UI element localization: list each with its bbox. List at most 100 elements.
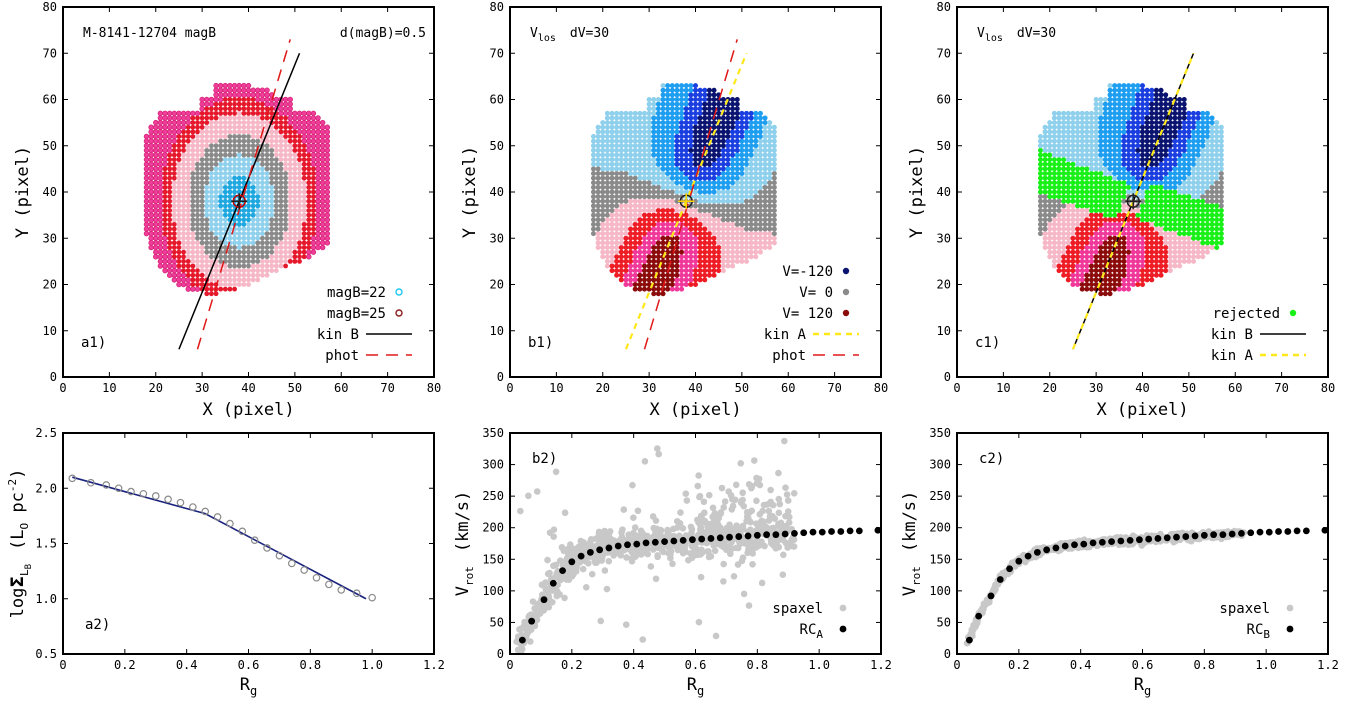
- spaxel: [153, 119, 159, 126]
- spaxel: [609, 221, 615, 227]
- spaxel: [1214, 166, 1220, 172]
- spaxel: [1126, 272, 1132, 278]
- spaxel: [1172, 231, 1178, 237]
- spaxel: [628, 282, 634, 287]
- spaxel: [641, 134, 647, 139]
- spaxel: [1107, 240, 1113, 246]
- spaxel: [1084, 217, 1090, 223]
- spaxel: [1209, 221, 1215, 227]
- spaxel: [683, 106, 689, 112]
- spaxel: [209, 189, 214, 195]
- spaxel: [246, 254, 251, 260]
- spaxel: [706, 208, 712, 213]
- spaxel: [697, 217, 703, 223]
- spaxel: [199, 106, 205, 112]
- spaxel: [1218, 134, 1224, 139]
- spaxel: [693, 203, 698, 209]
- spaxel: [1153, 87, 1159, 93]
- spaxel: [213, 231, 219, 237]
- spaxel: [311, 171, 316, 176]
- spaxel: [232, 263, 237, 269]
- spaxel: [1116, 138, 1122, 144]
- y-tick-label: 60: [490, 93, 504, 107]
- spaxel: [297, 254, 302, 260]
- spaxel: [1084, 175, 1090, 181]
- spaxel: [590, 157, 596, 163]
- spaxel: [301, 221, 307, 227]
- spaxel: [176, 258, 182, 264]
- spaxel: [1135, 249, 1141, 255]
- spaxel: [1088, 180, 1094, 186]
- y-tick-label: 0: [497, 647, 504, 661]
- spaxel: [227, 189, 233, 195]
- spaxel: [1102, 189, 1108, 195]
- spaxel: [1172, 124, 1178, 130]
- spaxel: [292, 208, 298, 213]
- spaxel: [1116, 268, 1122, 274]
- spaxel: [1107, 268, 1113, 274]
- spaxel: [245, 87, 252, 93]
- spaxel: [693, 120, 698, 126]
- spaxel: [213, 161, 219, 167]
- spaxel: [688, 106, 694, 112]
- spaxel: [600, 120, 606, 126]
- spaxel: [757, 143, 763, 149]
- spaxel: [623, 254, 629, 260]
- spaxel: [185, 240, 191, 246]
- spaxel: [236, 87, 242, 93]
- spaxel: [600, 175, 606, 181]
- x-tick-label: 1.2: [423, 658, 445, 672]
- spaxel: [683, 175, 689, 181]
- spaxel: [181, 226, 186, 232]
- spaxel: [1121, 282, 1127, 287]
- spaxel: [171, 240, 177, 246]
- spaxel: [181, 184, 186, 190]
- spaxel: [744, 194, 750, 200]
- spaxel: [260, 115, 265, 121]
- spaxel: [1107, 184, 1113, 190]
- spaxel: [1218, 189, 1224, 195]
- spaxel: [688, 87, 694, 93]
- spaxel: [296, 119, 303, 126]
- spaxel: [688, 166, 694, 172]
- spaxel: [1088, 235, 1094, 241]
- spaxel: [609, 175, 615, 181]
- spaxel: [1070, 240, 1076, 246]
- spaxel: [762, 221, 768, 227]
- spaxel: [171, 175, 177, 181]
- spaxel: [236, 189, 242, 195]
- spaxel: [669, 115, 675, 121]
- spaxel: [665, 221, 671, 227]
- spaxel: [632, 147, 638, 153]
- spaxel: [1042, 147, 1048, 153]
- spaxel: [1167, 175, 1173, 181]
- spaxel: [1163, 203, 1169, 209]
- spaxel: [1200, 212, 1206, 218]
- spaxel: [679, 258, 685, 264]
- spaxel: [236, 240, 242, 246]
- spaxel: [1214, 138, 1220, 144]
- spaxel: [734, 180, 740, 186]
- spaxel: [669, 143, 675, 149]
- spaxel: [255, 203, 261, 209]
- legend-label: V= 0: [799, 285, 833, 301]
- spaxel: [702, 231, 708, 237]
- legend-label: V= 120: [782, 306, 833, 322]
- spaxel: [176, 171, 182, 176]
- spaxel: [1130, 171, 1136, 176]
- spaxel: [1075, 166, 1081, 172]
- spaxel: [287, 124, 293, 130]
- spaxel: [231, 87, 238, 93]
- spaxel: [320, 240, 326, 246]
- spaxel: [1079, 221, 1085, 227]
- spaxel: [730, 194, 736, 200]
- spaxel: [1121, 184, 1127, 190]
- spaxel: [1093, 97, 1099, 102]
- spaxel: [1075, 180, 1081, 186]
- spaxel: [1056, 143, 1062, 149]
- spaxel: [1135, 277, 1141, 283]
- profile-point: [352, 589, 361, 598]
- spaxel: [641, 189, 647, 195]
- spaxel: [651, 143, 657, 149]
- spaxel: [623, 134, 629, 139]
